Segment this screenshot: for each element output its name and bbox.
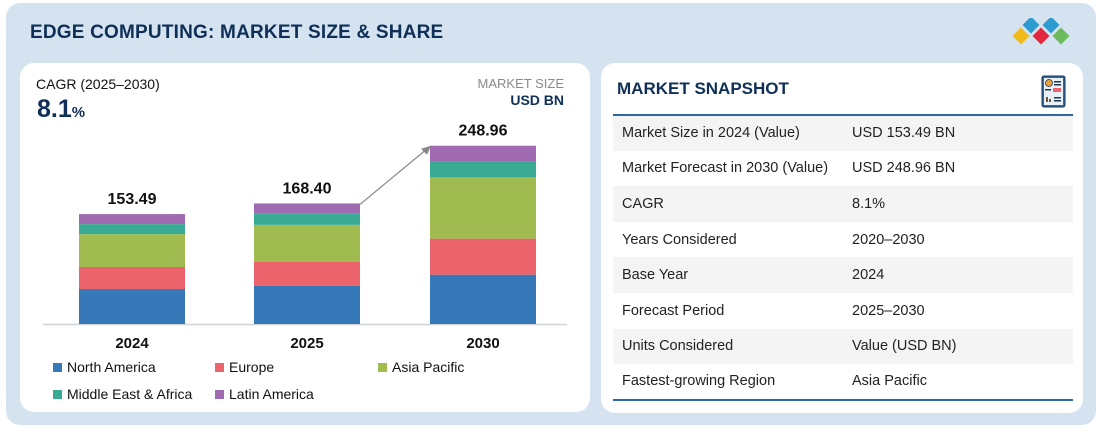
x-tick-label: 2024: [115, 335, 149, 352]
legend-label: Europe: [229, 359, 275, 375]
bar-segment: [79, 288, 185, 324]
snapshot-value: 8.1%: [843, 186, 1073, 222]
snapshot-row: Years Considered 2020–2030: [613, 222, 1073, 258]
growth-arrow-head: [421, 145, 431, 155]
snapshot-value: 2024: [843, 257, 1073, 293]
legend-label: Middle East & Africa: [67, 386, 193, 402]
legend-swatch: [53, 362, 62, 372]
snapshot-row: Forecast Period 2025–2030: [613, 293, 1073, 329]
legend-label: Latin America: [229, 386, 314, 402]
bar-segment: [254, 203, 360, 214]
x-tick-label: 2030: [466, 335, 499, 352]
bar-segment: [79, 224, 185, 235]
snapshot-label: Fastest-growing Region: [622, 373, 776, 390]
snapshot-row: Market Size in 2024 (Value) USD 153.49 BN: [613, 115, 1073, 151]
snapshot-row: Base Year 2024: [613, 257, 1073, 293]
stacked-bar-chart: 153.49 2024 168.40 2025 248.96 2030: [43, 123, 567, 352]
snapshot-row: Fastest-growing Region Asia Pacific: [613, 364, 1073, 400]
legend-swatch: [215, 362, 224, 372]
snapshot-label: Market Forecast in 2030 (Value): [622, 160, 829, 177]
snapshot-table: Market Size in 2024 (Value) USD 153.49 BN…: [613, 114, 1073, 401]
bar-segment: [430, 238, 536, 275]
bar-segment: [254, 213, 360, 225]
snapshot-row: Units Considered Value (USD BN): [613, 328, 1073, 365]
snapshot-label: Market Size in 2024 (Value): [613, 115, 843, 151]
growth-arrow-line: [359, 149, 427, 205]
market-size-unit: MARKET SIZE USD BN: [477, 76, 564, 108]
snapshot-value: USD 153.49 BN: [843, 115, 1073, 151]
market-snapshot-card: MARKET SNAPSHOT Market Size in 2024 (Val…: [601, 63, 1083, 413]
legend-item: North America: [53, 359, 156, 375]
legend-item: Latin America: [215, 386, 314, 402]
legend-label: North America: [67, 359, 156, 375]
bar-segment: [79, 267, 185, 289]
legend-swatch: [53, 389, 62, 399]
snapshot-title: MARKET SNAPSHOT: [617, 79, 789, 98]
bar-segment: [254, 261, 360, 286]
snapshot-label: Years Considered: [622, 231, 737, 248]
snapshot-value: 2020–2030: [852, 231, 925, 248]
legend-swatch: [378, 362, 387, 372]
legend-swatch: [215, 389, 224, 399]
market-size-chart-card: CAGR (2025–2030) 8.1% MARKET SIZE USD BN …: [20, 63, 590, 412]
x-tick-label: 2025: [290, 335, 323, 352]
snapshot-row: CAGR 8.1%: [613, 186, 1073, 222]
bar-segment: [79, 214, 185, 225]
bar-segment: [79, 234, 185, 268]
snapshot-label: CAGR: [613, 186, 843, 222]
bar-total-label: 248.96: [459, 123, 508, 140]
bar-segment: [430, 177, 536, 239]
bar-total-label: 153.49: [108, 191, 157, 208]
cagr-value: 8.1%: [37, 95, 86, 123]
bar-segment: [254, 285, 360, 324]
bar-segment: [254, 224, 360, 262]
legend-item: Europe: [215, 359, 274, 375]
bar-segment: [430, 145, 536, 162]
report-icon: [1041, 75, 1066, 108]
snapshot-label: Forecast Period: [622, 302, 725, 319]
cagr-label: CAGR (2025–2030): [36, 76, 160, 92]
legend-item: Asia Pacific: [378, 359, 464, 375]
snapshot-label: Units Considered: [613, 328, 843, 365]
legend-item: Middle East & Africa: [53, 386, 192, 402]
bar-segment: [430, 274, 536, 324]
legend-label: Asia Pacific: [392, 359, 465, 375]
brand-logo-icon: [1012, 18, 1070, 45]
bar-total-label: 168.40: [283, 180, 332, 197]
bar-segment: [430, 161, 536, 178]
snapshot-value: USD 248.96 BN: [852, 160, 956, 177]
page-title: EDGE COMPUTING: MARKET SIZE & SHARE: [30, 22, 444, 43]
snapshot-label: Base Year: [613, 257, 843, 293]
snapshot-value: Asia Pacific: [852, 373, 927, 390]
snapshot-row: Market Forecast in 2030 (Value) USD 248.9…: [613, 151, 1073, 187]
snapshot-value: 2025–2030: [852, 302, 925, 319]
snapshot-value: Value (USD BN): [843, 328, 1073, 365]
